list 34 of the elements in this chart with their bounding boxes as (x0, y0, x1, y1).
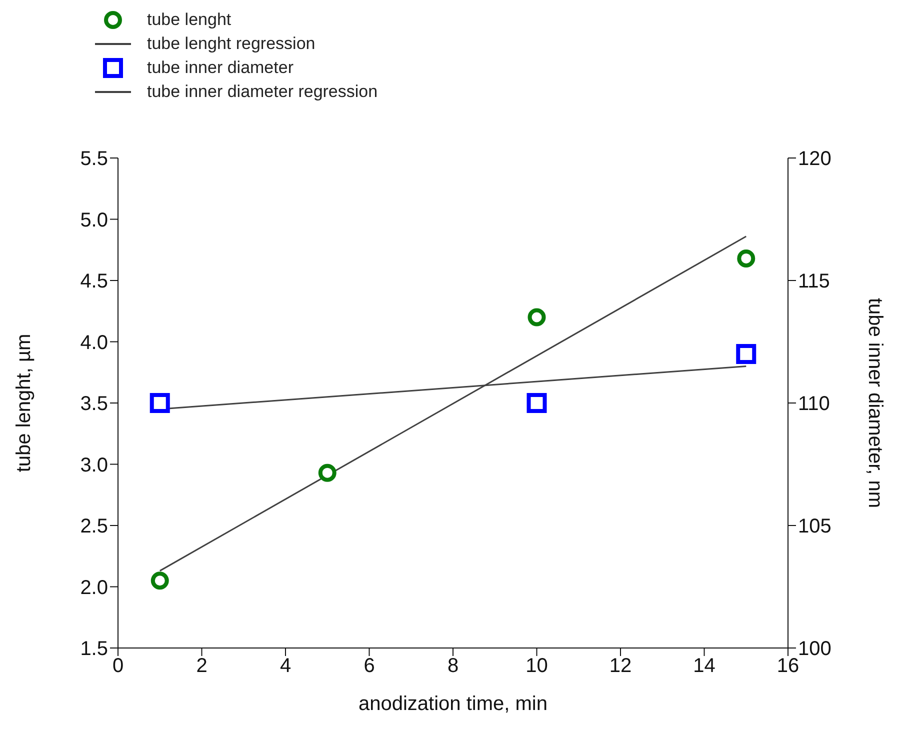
point (150, 572, 169, 590)
x-tick-label: 0 (112, 655, 124, 678)
y2-tick-label: 120 (798, 148, 832, 170)
y-tick-label: 4.5 (80, 270, 108, 293)
x-tick-label: 2 (196, 655, 208, 678)
point (737, 249, 756, 268)
y-tick-label: 1.5 (80, 638, 108, 660)
legend-label: tube lenght (147, 10, 232, 30)
legend-label: tube inner diameter regression (147, 82, 378, 102)
y2-tick-label: 110 (798, 393, 830, 416)
y-tick-label: 3.0 (80, 454, 108, 476)
y2-axis-title: tube inner diameter, nm (864, 298, 886, 508)
y-tick-label: 2.5 (80, 516, 108, 538)
x-tick-label: 14 (693, 655, 716, 678)
legend-label: tube inner diameter (147, 58, 294, 78)
point (318, 464, 336, 482)
x-axis-title: anodization time, min (358, 693, 548, 715)
point (528, 308, 546, 326)
y-tick-label: 2.0 (80, 576, 108, 599)
y-tick-label: 5.0 (80, 209, 108, 232)
x-tick-label: 4 (280, 655, 292, 678)
legend-label: tube lenght regression (147, 34, 316, 54)
y-tick-label: 3.5 (80, 393, 108, 416)
x-tick-label: 8 (447, 655, 459, 678)
y2-tick-label: 100 (798, 638, 832, 660)
y2-tick-label: 105 (798, 516, 832, 538)
x-tick-label: 6 (364, 655, 375, 678)
y-axis-title: tube lenght, µm (13, 334, 36, 472)
x-tick-label: 12 (609, 655, 632, 678)
y2-tick-label: 115 (798, 270, 830, 293)
x-tick-label: 16 (776, 655, 800, 678)
y-tick-label: 5.5 (80, 148, 108, 170)
y-tick-label: 4.0 (80, 332, 108, 354)
x-tick-label: 10 (526, 655, 548, 678)
